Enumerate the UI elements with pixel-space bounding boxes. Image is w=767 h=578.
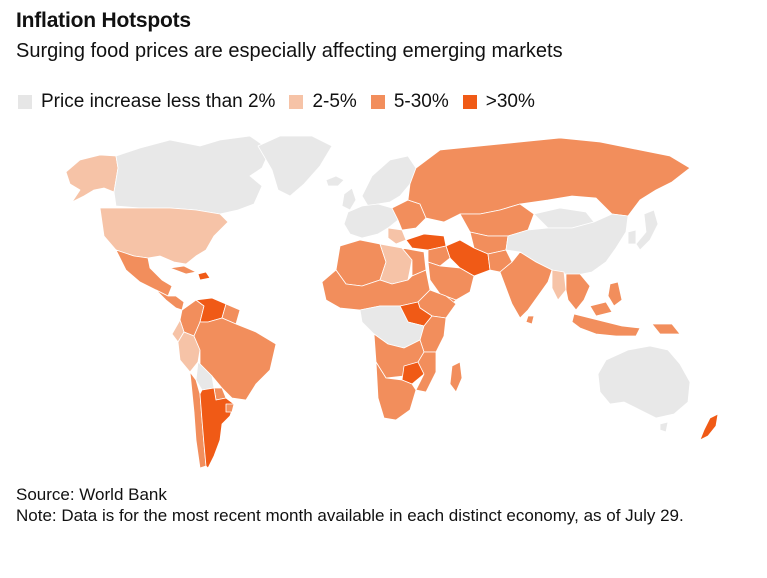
source-text: Source: World Bank: [16, 485, 167, 504]
legend-swatch-mid: [370, 95, 385, 109]
region-central-america: [155, 289, 185, 311]
legend-item-low: 2-5%: [289, 91, 357, 113]
legend-label-low: 2-5%: [312, 91, 357, 112]
legend-label-none: Price increase less than 2%: [41, 91, 276, 112]
region-greenland: [257, 135, 333, 197]
region-iraq-syria: [427, 245, 451, 267]
region-southern-africa: [375, 361, 417, 421]
region-india: [499, 251, 553, 319]
region-sri-lanka: [525, 315, 535, 325]
legend-swatch-none: [18, 95, 32, 109]
region-china: [505, 213, 629, 277]
region-sahel: [321, 269, 431, 311]
region-brazil: [193, 317, 277, 401]
region-indochina: [565, 273, 591, 311]
region-australia: [597, 345, 691, 419]
region-mexico: [115, 249, 173, 297]
legend-label-mid: 5-30%: [393, 91, 449, 112]
world-map: [65, 135, 719, 469]
region-philippines: [607, 281, 623, 307]
legend-item-mid: 5-30%: [370, 91, 449, 113]
region-uk: [341, 187, 357, 211]
region-uruguay: [225, 403, 235, 413]
region-madagascar: [449, 361, 463, 393]
region-canada: [113, 135, 271, 215]
legend-label-high: >30%: [485, 91, 535, 112]
region-new-zealand: [699, 413, 719, 441]
region-png: [651, 323, 681, 335]
region-balkans: [387, 227, 407, 245]
region-myanmar: [551, 269, 567, 301]
chart-title: Inflation Hotspots: [16, 9, 191, 32]
region-tasmania: [659, 421, 669, 433]
legend-swatch-low: [289, 95, 304, 109]
region-north-africa-west: [335, 239, 387, 287]
legend-swatch-high: [462, 95, 477, 109]
region-cuba: [169, 265, 197, 275]
legend-item-none: Price increase less than 2%: [18, 91, 275, 113]
region-hispaniola: [197, 271, 211, 281]
region-malaysia: [589, 301, 613, 317]
region-argentina: [199, 387, 235, 469]
region-alaska: [65, 154, 119, 203]
region-iceland: [325, 175, 345, 187]
legend-item-high: >30%: [462, 91, 535, 113]
source-note: Source: World Bank Note: Data is for the…: [16, 484, 756, 526]
region-japan: [635, 209, 659, 251]
region-russia: [407, 137, 691, 223]
legend: Price increase less than 2% 2-5% 5-30% >…: [18, 91, 549, 113]
region-zimbabwe: [401, 361, 425, 385]
region-indonesia: [571, 313, 641, 337]
note-text: Note: Data is for the most recent month …: [16, 506, 684, 525]
region-peru: [177, 331, 201, 373]
chart-subtitle: Surging food prices are especially affec…: [16, 40, 563, 62]
region-mozambique: [415, 351, 437, 393]
region-korea: [627, 229, 637, 245]
region-saudi: [427, 261, 475, 301]
